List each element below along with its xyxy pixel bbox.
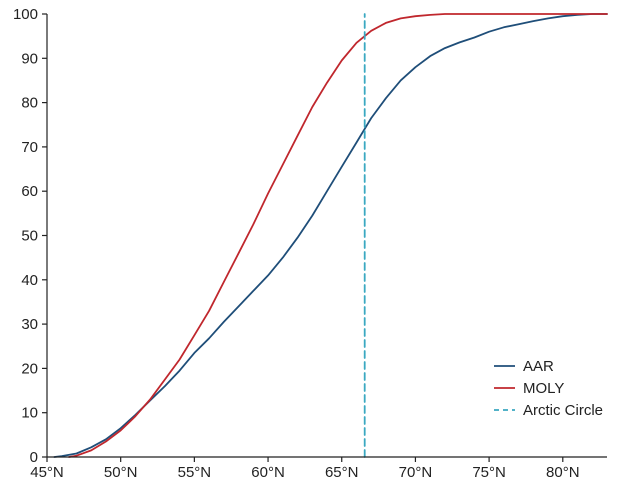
legend: AAR MOLY Arctic Circle	[494, 358, 603, 419]
y-tick-label: 10	[21, 405, 38, 422]
y-tick-label: 70	[21, 139, 38, 156]
x-tick-label: 45°N	[30, 464, 64, 481]
legend-label-arctic-circle: Arctic Circle	[523, 402, 603, 419]
legend-label-moly: MOLY	[523, 380, 564, 397]
series-line-moly	[68, 13, 608, 458]
y-tick-label: 60	[21, 183, 38, 200]
tick-layer: 0 10 20 30 40 50 60 70 80 90 100 45°N 50°N 55°N 60°N 65…	[13, 6, 580, 481]
series-layer	[53, 13, 608, 458]
legend-label-aar: AAR	[523, 358, 554, 375]
y-tick-label: 20	[21, 360, 38, 377]
x-tick-label: 60°N	[251, 464, 285, 481]
x-tick-label: 65°N	[325, 464, 359, 481]
y-tick-label: 30	[21, 316, 38, 333]
y-tick-label: 90	[21, 50, 38, 67]
x-tick-label: 70°N	[399, 464, 433, 481]
y-tick-label: 0	[30, 449, 38, 466]
x-tick-label: 75°N	[472, 464, 506, 481]
y-tick-label: 80	[21, 95, 38, 112]
y-tick-label: 40	[21, 272, 38, 289]
x-tick-label: 50°N	[104, 464, 138, 481]
x-tick-label: 80°N	[546, 464, 580, 481]
x-tick-label: 55°N	[178, 464, 212, 481]
y-tick-label: 50	[21, 228, 38, 245]
y-tick-label: 100	[13, 6, 38, 23]
